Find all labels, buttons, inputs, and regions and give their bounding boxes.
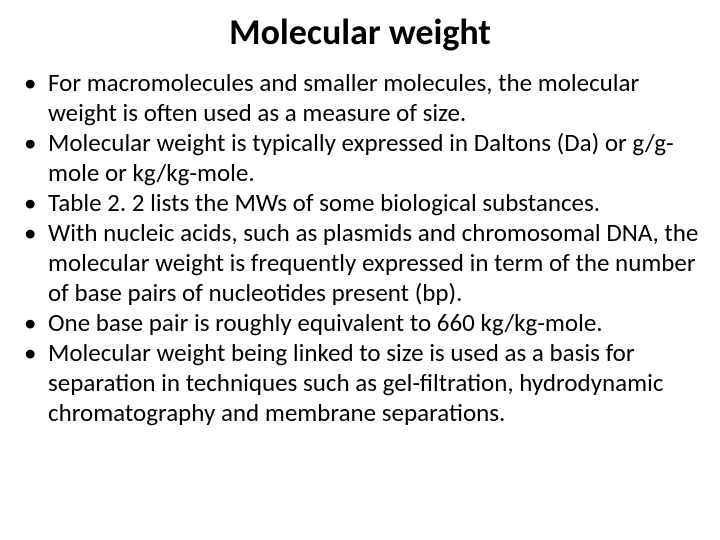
- list-item: With nucleic acids, such as plasmids and…: [48, 218, 710, 308]
- slide-title: Molecular weight: [10, 10, 710, 54]
- list-item: One base pair is roughly equivalent to 6…: [48, 308, 710, 338]
- list-item: Molecular weight being linked to size is…: [48, 338, 710, 428]
- list-item: Table 2. 2 lists the MWs of some biologi…: [48, 188, 710, 218]
- bullet-list: For macromolecules and smaller molecules…: [10, 68, 710, 428]
- slide-container: Molecular weight For macromolecules and …: [0, 0, 720, 540]
- list-item: For macromolecules and smaller molecules…: [48, 68, 710, 128]
- list-item: Molecular weight is typically expressed …: [48, 128, 710, 188]
